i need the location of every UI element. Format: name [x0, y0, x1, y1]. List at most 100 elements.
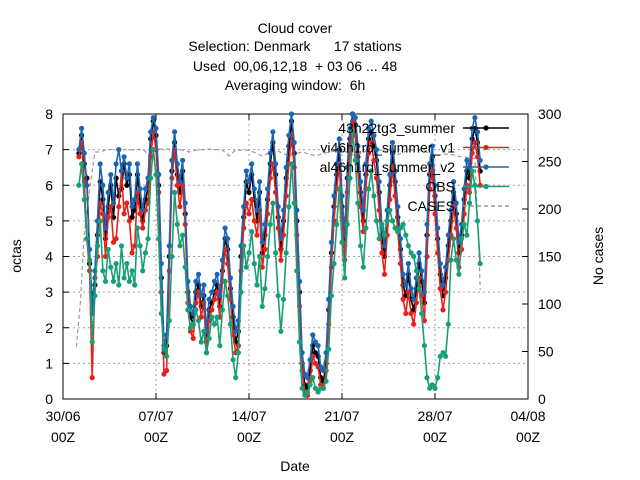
data-point	[108, 264, 114, 270]
data-point	[424, 375, 430, 381]
data-point	[419, 310, 425, 317]
data-point	[280, 232, 287, 238]
data-point	[265, 186, 271, 192]
data-point	[195, 318, 202, 324]
data-point	[259, 239, 265, 245]
data-point	[411, 321, 417, 327]
data-point	[113, 236, 119, 242]
data-point	[180, 157, 186, 163]
data-point	[421, 289, 427, 295]
data-point	[304, 375, 311, 381]
data-point	[416, 286, 422, 292]
data-point	[254, 207, 260, 213]
data-point	[416, 250, 422, 256]
data-point	[323, 378, 329, 384]
data-point	[198, 339, 204, 345]
data-point	[464, 157, 470, 163]
data-point	[84, 182, 90, 188]
data-point	[312, 350, 318, 356]
data-point	[211, 321, 218, 327]
data-point	[126, 278, 132, 284]
data-point	[403, 282, 409, 288]
data-point	[270, 129, 276, 135]
data-point	[108, 172, 114, 178]
data-point	[156, 236, 162, 242]
y-tick-label: 7	[45, 142, 53, 158]
data-point	[296, 339, 303, 345]
data-point	[187, 325, 194, 331]
data-point	[474, 154, 481, 160]
data-point	[227, 321, 233, 327]
data-point	[124, 261, 130, 267]
data-point	[142, 250, 148, 256]
data-point	[451, 179, 457, 185]
data-point	[461, 186, 467, 192]
data-point	[126, 161, 132, 167]
x-tick-label: 21/07	[324, 408, 359, 424]
data-point	[400, 271, 406, 277]
data-point	[113, 161, 119, 167]
y2-tick-label: 250	[538, 154, 562, 170]
data-point	[124, 175, 130, 181]
data-point	[366, 125, 372, 131]
data-point	[429, 382, 435, 388]
title-line-4: Averaging window: 6h	[225, 77, 366, 93]
data-point	[304, 389, 311, 395]
data-point	[448, 257, 454, 263]
data-point	[201, 328, 207, 334]
data-point	[472, 139, 478, 146]
data-point	[150, 115, 156, 121]
data-point	[116, 204, 122, 210]
data-point	[214, 314, 220, 320]
data-point	[443, 264, 449, 270]
data-point	[456, 239, 462, 245]
data-point	[153, 172, 159, 178]
data-point	[323, 350, 329, 356]
data-point	[148, 175, 154, 181]
data-point	[100, 268, 106, 274]
data-point	[222, 278, 228, 284]
data-point	[360, 207, 366, 213]
data-point	[209, 307, 215, 313]
data-point	[92, 293, 98, 299]
data-point	[134, 161, 140, 167]
data-point	[371, 132, 377, 138]
data-point	[445, 232, 451, 238]
data-point	[209, 289, 215, 295]
data-point	[190, 335, 196, 341]
y-tick-label: 5	[45, 213, 53, 229]
data-point	[350, 129, 356, 135]
legend-label: CASES	[408, 198, 455, 214]
data-point	[89, 339, 95, 345]
data-point	[243, 168, 249, 174]
data-point	[230, 357, 236, 363]
data-point	[206, 335, 212, 341]
series-line	[75, 148, 481, 347]
data-point	[257, 253, 263, 260]
data-point	[177, 243, 183, 249]
legend-label: vi46h1rd_summer_v1	[320, 140, 455, 156]
data-point	[219, 257, 225, 263]
data-point	[453, 257, 459, 263]
data-point	[166, 318, 172, 324]
x-tick-label: 00Z	[516, 429, 541, 445]
data-point	[254, 232, 260, 238]
data-point	[310, 375, 316, 381]
data-point	[251, 218, 257, 224]
data-point	[211, 278, 218, 284]
data-point	[262, 221, 268, 227]
data-point	[206, 296, 212, 302]
data-point	[193, 307, 199, 313]
data-point	[97, 161, 103, 167]
data-point	[246, 179, 252, 185]
data-point	[381, 271, 388, 277]
data-point	[174, 182, 180, 188]
data-point	[158, 310, 164, 317]
data-point	[363, 161, 369, 167]
data-point	[246, 211, 252, 217]
data-point	[368, 168, 374, 174]
data-point	[273, 250, 279, 256]
data-point	[89, 375, 95, 381]
data-point	[124, 200, 130, 206]
data-point	[342, 275, 348, 281]
